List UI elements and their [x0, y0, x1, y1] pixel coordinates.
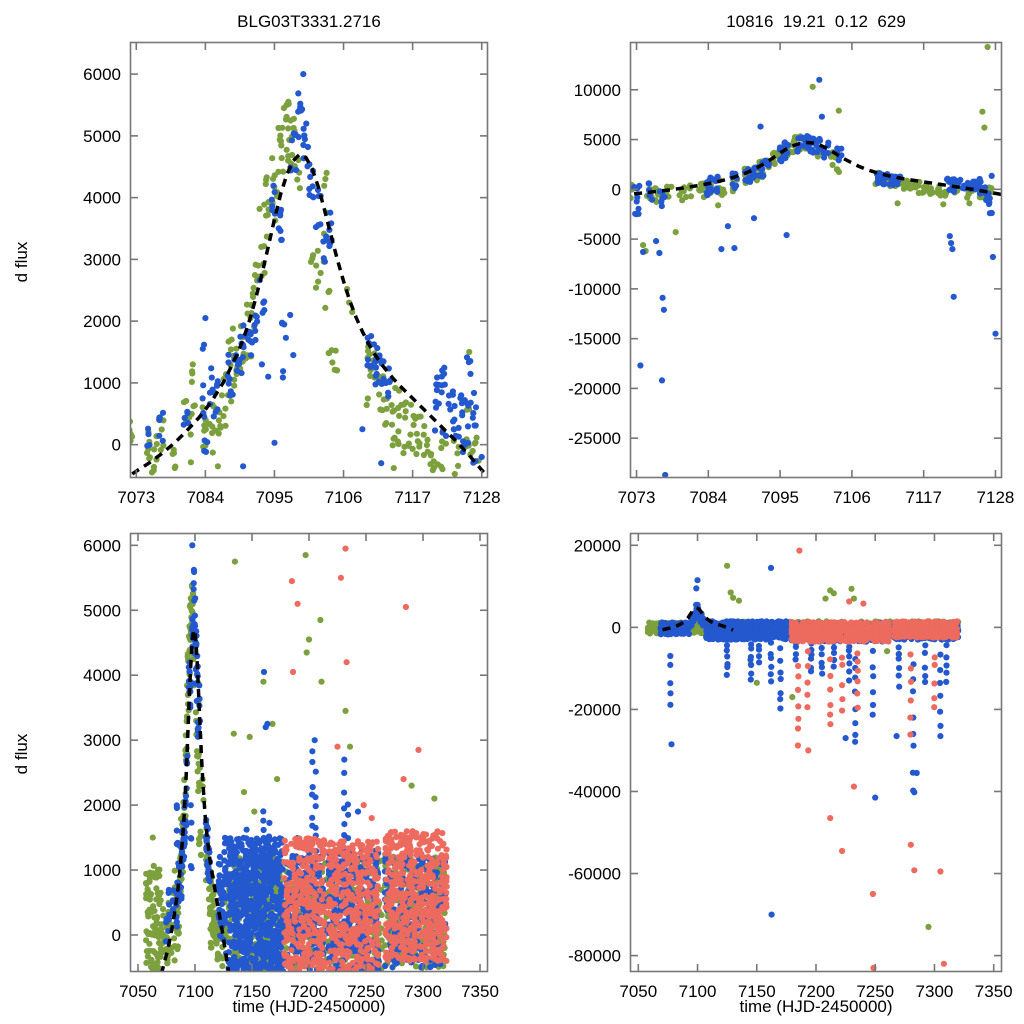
tick-label: 1000: [83, 861, 121, 880]
tick-label: -60000: [568, 865, 621, 884]
tick-label: 7100: [679, 982, 717, 1001]
tick-label: -15000: [568, 330, 621, 349]
tick-label: 7128: [977, 488, 1015, 507]
tick-label: 5000: [83, 601, 121, 620]
y-axis-label-top-left: d flux: [12, 241, 31, 283]
tick-label: 7117: [905, 488, 942, 507]
tick-label: 3000: [83, 731, 121, 750]
bottom-right-plot: 7050 7100 7150 7200 7250 7300 7350 -80000 -60000…: [568, 532, 1013, 1001]
tick-label: 0: [112, 436, 121, 455]
plot-panel-bottom-right: 7050 7100 7150 7200 7250 7300 7350 -80000 -60000…: [568, 532, 1013, 1001]
tick-label: 7106: [325, 488, 363, 507]
tick-label: 7250: [347, 982, 385, 1001]
model-curve: [160, 623, 231, 972]
x-axis-label-bottom-right: time (HJD-2450000): [739, 997, 893, 1016]
tick-label: 7150: [233, 982, 271, 1001]
bottom-left-plot: 7050 7100 7150 7200 7250 7300 7350 0 1000 2000 300…: [83, 532, 499, 1001]
plot-panel-top-left: 7073 7084 7095 7106 7117 7128 0 1000 2000 3000 400…: [83, 41, 501, 507]
tick-label: 20000: [574, 536, 621, 555]
tick-label: 3000: [83, 250, 121, 269]
tick-label: 7300: [916, 982, 954, 1001]
tick-label: 7050: [119, 982, 157, 1001]
x-axis-label-bottom-left: time (HJD-2450000): [232, 997, 386, 1016]
tick-label: 7117: [394, 488, 431, 507]
tick-label: 7250: [856, 982, 894, 1001]
model-curve: [662, 606, 734, 632]
tick-label: 7106: [833, 488, 871, 507]
y-axis-label-bottom-left: d flux: [12, 733, 31, 775]
model-curve: [630, 140, 1002, 197]
tick-label: -20000: [568, 379, 621, 398]
tick-label: -80000: [568, 947, 621, 966]
tick-label: 7095: [761, 488, 799, 507]
tick-label: -10000: [568, 280, 621, 299]
tick-label: 0: [612, 180, 621, 199]
top-left-plot: 7073 7084 7095 7106 7117 7128 0 1000 2000 3000 400…: [83, 41, 501, 507]
tick-label: -40000: [568, 782, 621, 801]
tick-label: 7150: [738, 982, 776, 1001]
tick-label: 7084: [689, 488, 727, 507]
tick-label: 0: [612, 618, 621, 637]
tick-label: 7073: [618, 488, 656, 507]
plot-panel-bottom-left: 7050 7100 7150 7200 7250 7300 7350 0 1000 2000 300…: [83, 532, 499, 1001]
tick-label: 7095: [256, 488, 294, 507]
tick-label: 2000: [83, 312, 121, 331]
tick-label: 0: [112, 926, 121, 945]
tick-label: 7084: [186, 488, 224, 507]
panel-title-top-left: BLG03T3331.2716: [237, 12, 381, 31]
tick-label: 7050: [619, 982, 657, 1001]
tick-label: -5000: [578, 230, 621, 249]
panel-title-top-right: 10816 19.21 0.12 629: [726, 12, 906, 31]
tick-label: -20000: [568, 700, 621, 719]
tick-label: 7128: [463, 488, 501, 507]
tick-label: 6000: [83, 65, 121, 84]
tick-label: 2000: [83, 796, 121, 815]
tick-label: 7350: [975, 982, 1013, 1001]
top-right-plot: 7073 7084 7095 7106 7117 7128 -25000 -20000 -150…: [568, 41, 1014, 507]
tick-label: 4000: [83, 189, 121, 208]
tick-label: 7350: [461, 982, 499, 1001]
tick-label: 7073: [117, 488, 155, 507]
tick-label: -25000: [568, 429, 621, 448]
tick-label: 7200: [797, 982, 835, 1001]
tick-label: 10000: [574, 81, 621, 100]
tick-label: 6000: [83, 536, 121, 555]
tick-label: 5000: [83, 127, 121, 146]
tick-label: 7100: [176, 982, 214, 1001]
model-curve: [130, 152, 488, 478]
plot-panel-top-right: 7073 7084 7095 7106 7117 7128 -25000 -20000 -150…: [568, 41, 1014, 507]
tick-label: 5000: [583, 131, 621, 150]
tick-label: 4000: [83, 666, 121, 685]
tick-label: 7300: [404, 982, 442, 1001]
tick-label: 1000: [83, 374, 121, 393]
tick-label: 7200: [290, 982, 328, 1001]
